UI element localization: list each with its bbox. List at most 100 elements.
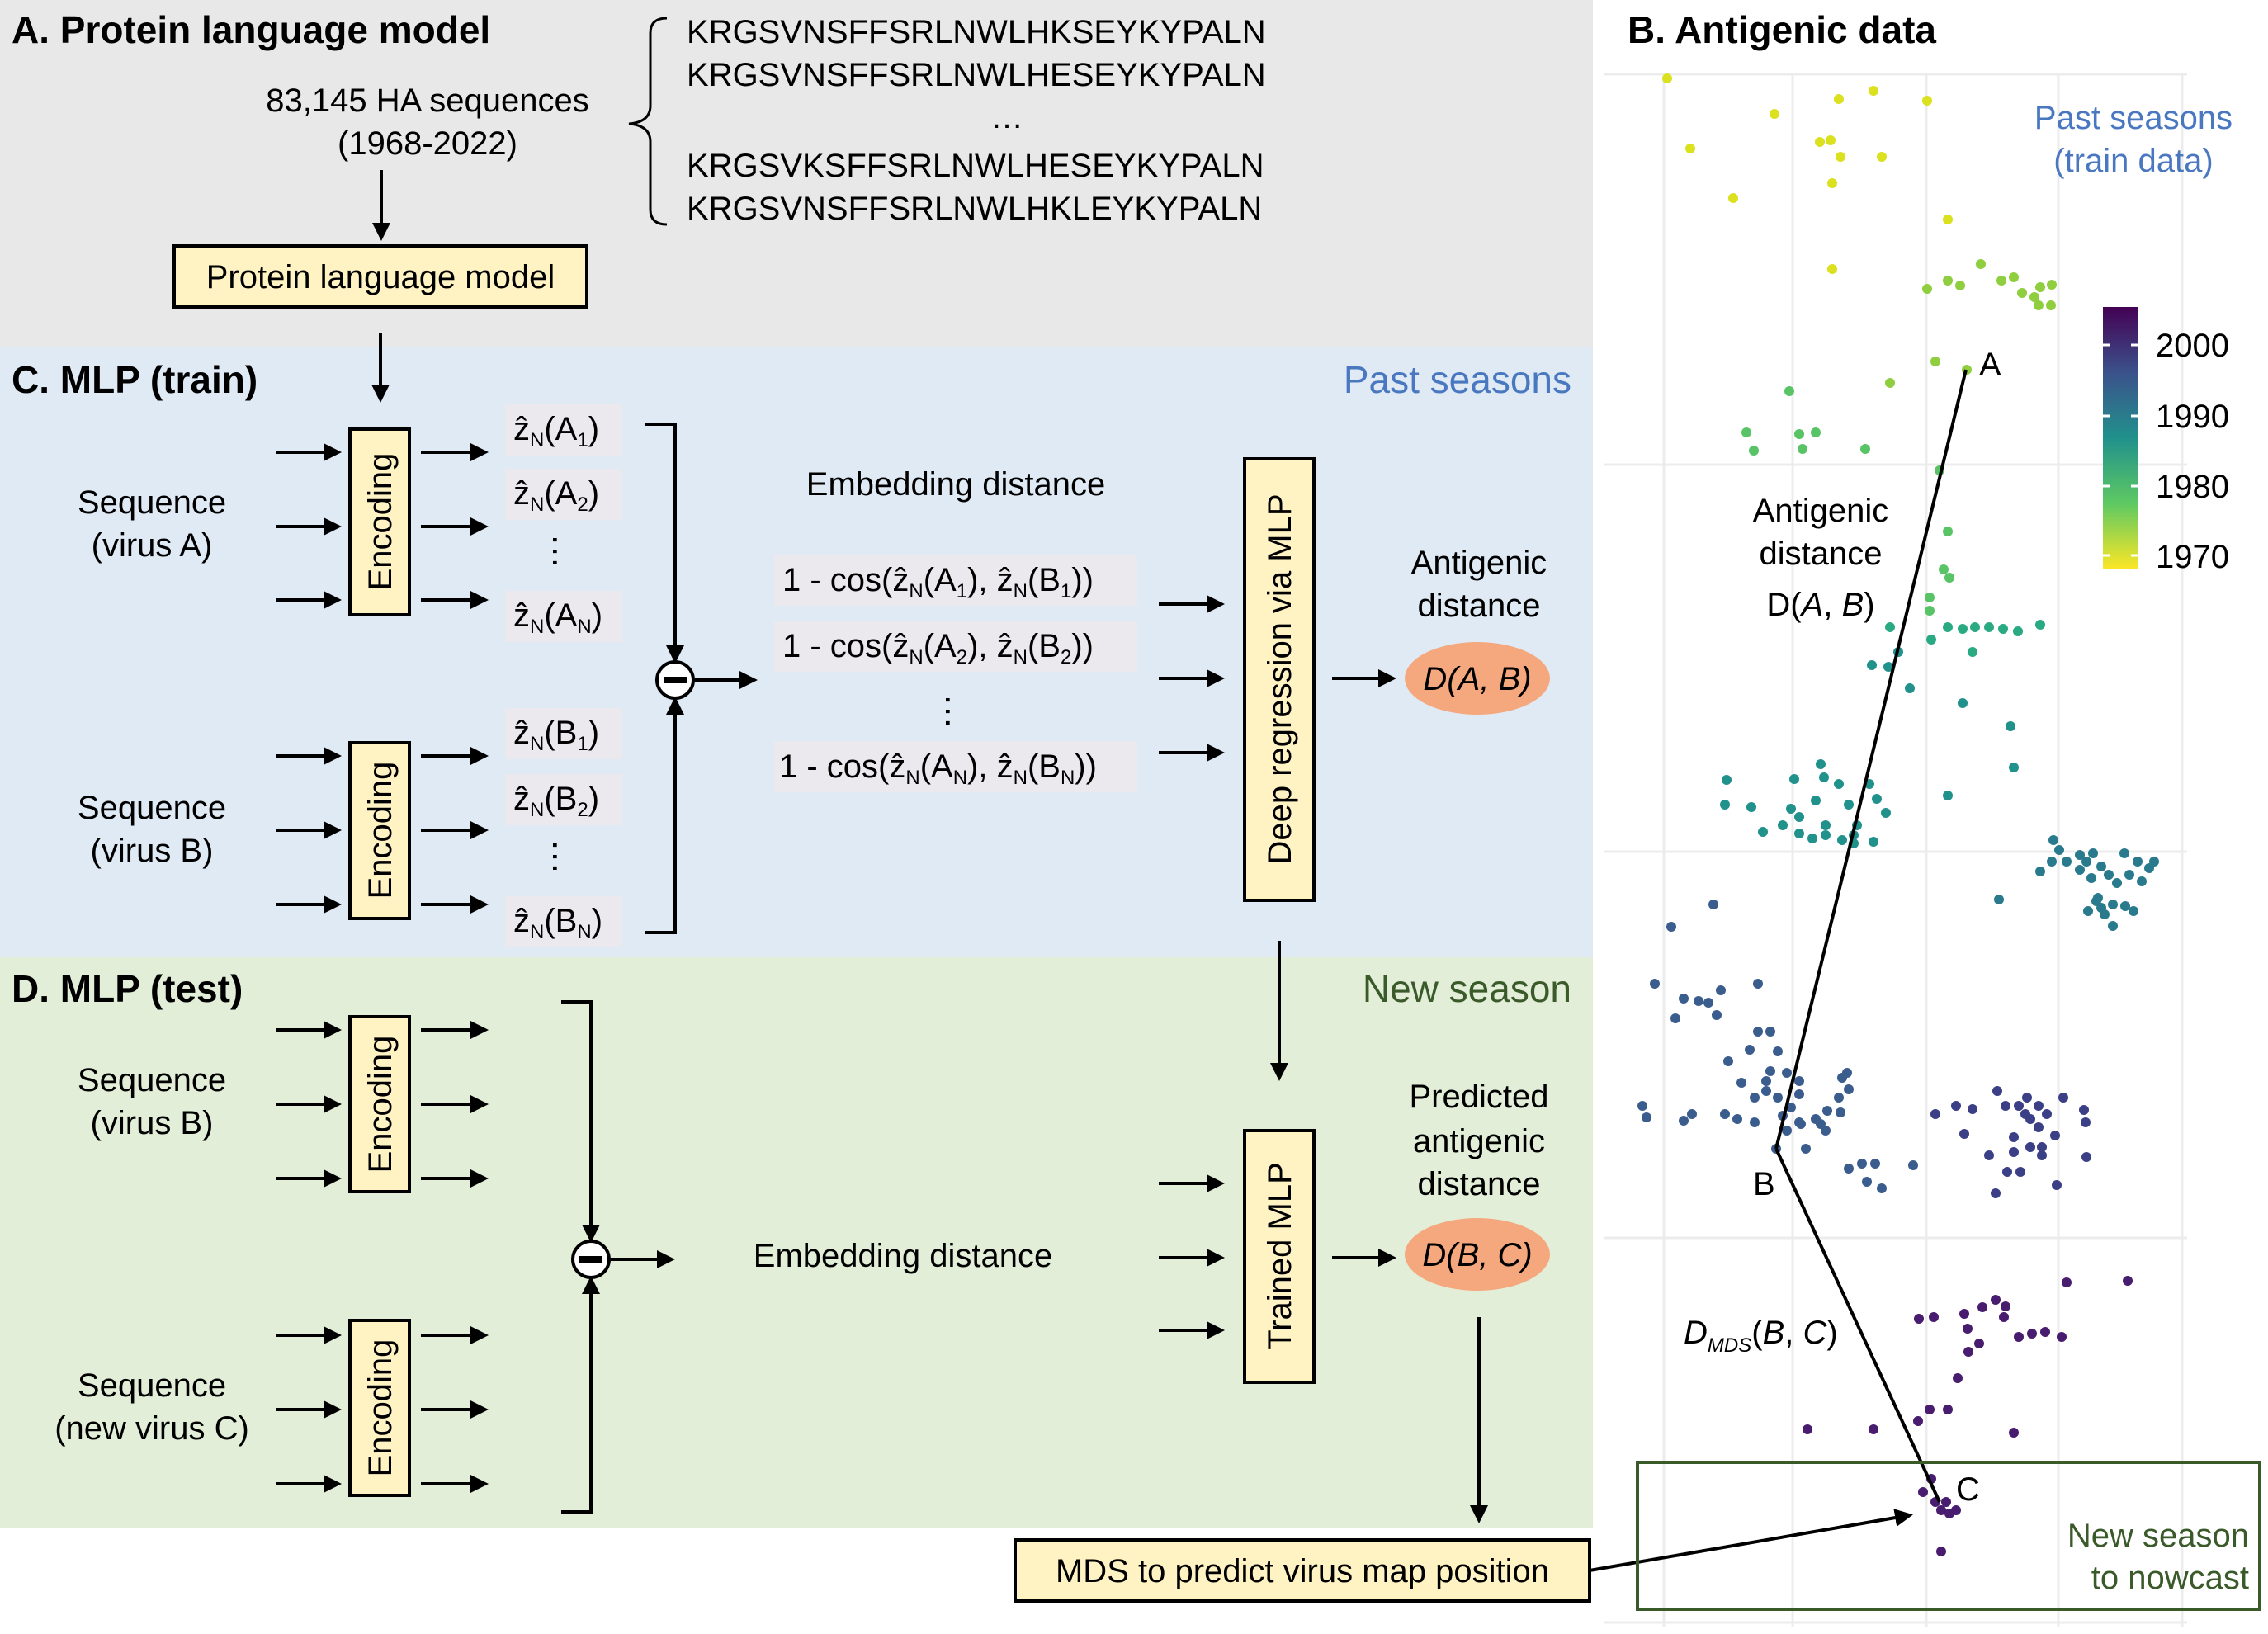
panel-d-background <box>0 957 1593 1528</box>
map-point <box>2100 909 2110 919</box>
map-point <box>1836 152 1845 162</box>
map-point <box>1991 1295 2001 1305</box>
past-seasons-line2: (train data) <box>2053 143 2213 179</box>
map-point <box>1712 1010 1722 1020</box>
map-point <box>1708 900 1718 909</box>
map-point <box>1815 137 1825 147</box>
colorbar-tick-1980: 1980 <box>2156 469 2229 505</box>
map-point <box>1925 606 1935 616</box>
map-point <box>2083 906 2093 916</box>
map-point <box>2034 300 2044 310</box>
map-point <box>1753 979 1763 989</box>
protein-model-box <box>172 244 588 309</box>
map-point <box>1826 135 1836 145</box>
map-point <box>1959 1129 1969 1139</box>
map-point <box>2046 300 2056 310</box>
map-point <box>1968 647 1977 657</box>
map-point <box>2013 626 2023 636</box>
map-point <box>1837 835 1847 845</box>
map-point <box>1844 1084 1854 1094</box>
map-point <box>1844 800 1854 810</box>
map-point <box>1943 276 1953 286</box>
map-point <box>1753 1027 1763 1037</box>
map-point <box>1984 622 1994 632</box>
map-point <box>1842 1068 1852 1078</box>
arrow-mds-to-c <box>1589 1509 1913 1572</box>
map-point <box>1869 86 1878 96</box>
map-point <box>2014 1332 2024 1342</box>
map-point <box>1943 622 1953 632</box>
encoding-box-b <box>348 741 411 920</box>
map-point <box>1883 662 1893 672</box>
colorbar-ticks <box>2103 343 2138 557</box>
map-point <box>1922 284 1932 294</box>
map-point <box>1703 998 1713 1008</box>
map-point <box>2006 721 2015 731</box>
encoding-box-a <box>348 427 411 616</box>
panel-a-title: A. Protein language model <box>12 8 490 51</box>
distance-rows-dots: … <box>938 693 978 730</box>
ad-label-line2: distance <box>1760 536 1883 572</box>
map-point <box>1794 829 1804 838</box>
map-point <box>2042 1109 2052 1119</box>
map-point <box>1722 775 1732 785</box>
embedding-a-dots: … <box>545 533 585 569</box>
map-point <box>1974 1339 1984 1348</box>
regression-input-arrows <box>1159 595 1225 762</box>
colorbar-tick-2000: 2000 <box>2156 328 2229 364</box>
map-point <box>2001 1301 2010 1311</box>
map-point <box>2015 1167 2025 1177</box>
bracket-d-bottom <box>561 1276 600 1514</box>
map-point <box>1765 1066 1775 1076</box>
map-point <box>1811 427 1821 437</box>
map-point <box>1822 1106 1832 1116</box>
encoding-arrows-c <box>276 443 489 914</box>
map-point <box>1723 1056 1733 1066</box>
map-point <box>2035 620 2045 630</box>
map-point <box>2096 862 2106 871</box>
map-point <box>1970 622 1980 632</box>
map-point <box>1913 1416 1923 1426</box>
ad-label-line1: Antigenic <box>1753 493 1889 529</box>
map-point <box>2027 1329 2037 1339</box>
map-point <box>2057 1332 2067 1342</box>
seq-d-b-line2: (virus B) <box>91 1105 214 1141</box>
map-point <box>1685 144 1695 153</box>
map-point <box>1908 1160 1918 1170</box>
map-point <box>1994 895 2004 904</box>
panel-d-title: D. MLP (test) <box>12 967 243 1010</box>
map-point <box>1881 808 1891 818</box>
subtract-bar-d <box>579 1256 602 1263</box>
embedding-box-a1 <box>505 404 622 456</box>
map-point <box>1925 593 1935 602</box>
map-points <box>1637 73 2159 1556</box>
map-point <box>1716 985 1726 995</box>
embedding-b1: ẑN(B1) <box>513 715 599 755</box>
antigenic-distance-pill <box>1405 642 1550 715</box>
map-point <box>1749 446 1759 456</box>
dmds-label: DMDS(B, C) <box>1684 1315 1838 1357</box>
map-point <box>1827 178 1837 188</box>
map-point <box>1765 1027 1775 1037</box>
map-point <box>2002 1167 2012 1177</box>
seq-b-line1: Sequence <box>78 790 226 826</box>
map-point <box>1821 820 1831 830</box>
colorbar-tick-1970: 1970 <box>2156 539 2229 575</box>
map-point <box>2025 1142 2035 1152</box>
map-point <box>1844 1164 1854 1174</box>
antigenic-distance-label-line1: Antigenic <box>1411 545 1547 581</box>
map-point <box>1862 1177 1872 1187</box>
map-point <box>1869 1424 1878 1434</box>
new-season-box <box>1636 1461 2261 1611</box>
map-point <box>1925 1405 1935 1414</box>
trained-input-arrows <box>1159 1174 1225 1339</box>
encoding-box-a-label: Encoding <box>362 453 399 591</box>
predicted-distance-value: D(B, C) <box>1422 1237 1532 1273</box>
map-point <box>1732 1114 1742 1124</box>
map-point <box>1877 1183 1887 1193</box>
map-point <box>1870 1159 1880 1169</box>
map-point <box>1926 635 1936 645</box>
map-point <box>1786 804 1796 814</box>
distance-row-2-box <box>774 621 1137 672</box>
map-point <box>1773 1046 1783 1056</box>
